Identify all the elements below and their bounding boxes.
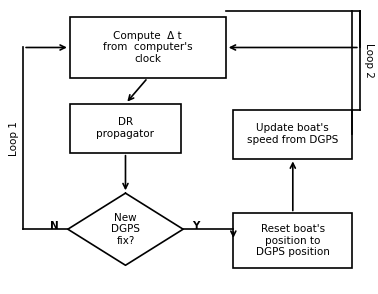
Text: New
DGPS
fix?: New DGPS fix? bbox=[111, 213, 140, 246]
Bar bbox=[233, 213, 352, 268]
Text: DR
propagator: DR propagator bbox=[96, 117, 155, 139]
Bar bbox=[233, 109, 352, 158]
Text: Compute  Δ t
from  computer's
clock: Compute Δ t from computer's clock bbox=[103, 31, 193, 64]
Text: Y: Y bbox=[192, 221, 200, 231]
Text: Loop 1: Loop 1 bbox=[9, 121, 19, 156]
Text: N: N bbox=[50, 221, 59, 231]
Text: Reset boat's
position to
DGPS position: Reset boat's position to DGPS position bbox=[256, 224, 330, 257]
Bar bbox=[70, 17, 226, 78]
Text: Loop 2: Loop 2 bbox=[364, 43, 374, 78]
Text: Update boat's
speed from DGPS: Update boat's speed from DGPS bbox=[247, 123, 339, 145]
Bar bbox=[70, 104, 181, 153]
